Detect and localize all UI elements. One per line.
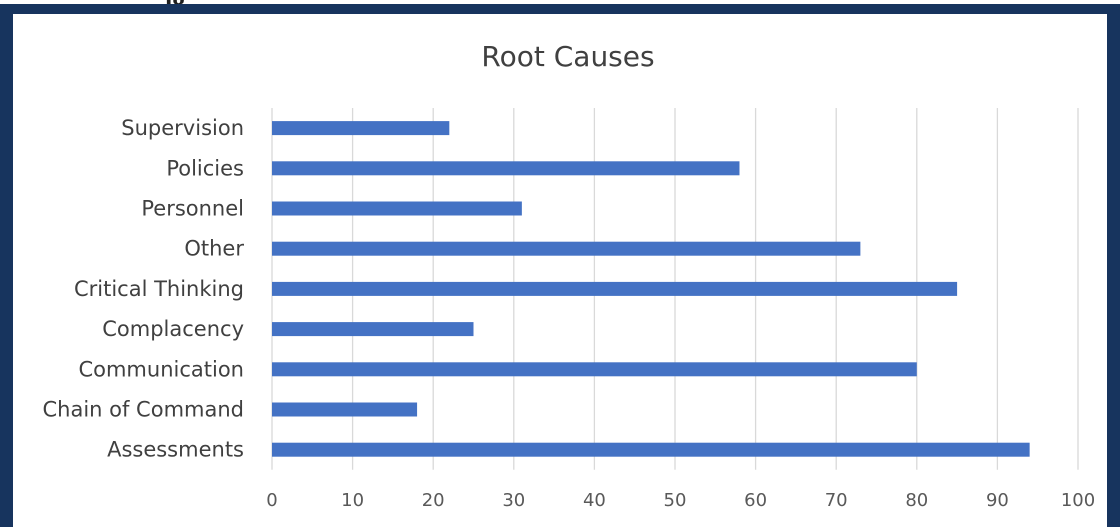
bar [272,362,917,377]
category-label: Other [184,237,244,261]
bar [272,322,474,337]
x-tick-label: 90 [986,490,1009,511]
bar [272,241,861,256]
x-tick-label: 10 [341,490,364,511]
x-tick-label: 40 [583,490,606,511]
category-label: Critical Thinking [74,277,244,301]
category-labels: Supervision Policies Personnel Other Critica… [42,116,244,462]
bar [272,402,418,417]
bar [272,121,450,136]
bar [272,281,958,296]
x-tick-labels: 0 10 20 30 40 50 60 70 80 90 100 [266,490,1095,511]
category-label: Personnel [141,197,244,221]
chart-title: Root Causes [481,40,654,73]
x-tick-label: 100 [1061,490,1095,511]
category-label: Communication [78,357,244,381]
x-tick-label: 30 [502,490,525,511]
bar [272,201,522,216]
chart-frame [0,4,1120,527]
x-tick-label: 60 [744,490,767,511]
x-tick-label: 80 [905,490,928,511]
bars [272,121,1030,457]
category-label: Policies [166,156,244,180]
bar [272,442,1030,457]
bar [272,161,740,176]
category-label: Assessments [107,438,244,462]
category-label: Supervision [121,116,244,140]
category-label: Complacency [102,317,244,341]
x-tick-label: 50 [664,490,687,511]
x-tick-label: 70 [825,490,848,511]
x-tick-label: 20 [422,490,445,511]
x-tick-label: 0 [266,490,277,511]
category-label: Chain of Command [42,398,244,422]
